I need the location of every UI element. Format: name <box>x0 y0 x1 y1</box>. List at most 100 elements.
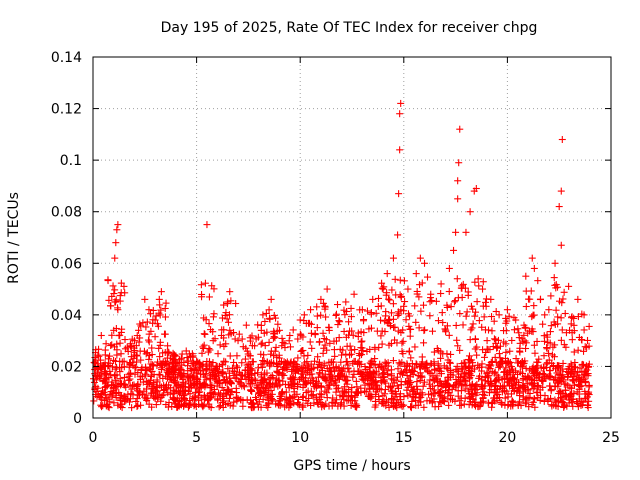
axis-ticks: 0 5 10 15 20 25 0 0.02 0.04 0.06 0.08 0.1 0.12 0.14 <box>51 50 620 446</box>
data-point <box>445 288 453 296</box>
data-point <box>367 310 375 318</box>
data-point <box>119 394 127 402</box>
data-point <box>427 290 435 298</box>
data-point <box>114 221 122 229</box>
data-point <box>225 394 233 402</box>
data-point <box>411 302 419 310</box>
data-point <box>156 371 164 379</box>
data-point <box>522 345 530 353</box>
data-point <box>265 390 273 398</box>
data-point <box>155 344 163 352</box>
data-point <box>156 353 164 361</box>
data-point <box>409 385 417 393</box>
data-points <box>90 99 593 412</box>
data-point <box>165 349 173 357</box>
data-point <box>263 369 271 377</box>
data-point <box>108 292 116 300</box>
data-point <box>161 313 169 321</box>
data-point <box>344 364 352 372</box>
data-point <box>249 358 257 366</box>
data-point <box>506 358 514 366</box>
data-point <box>223 315 231 323</box>
data-point <box>406 312 414 320</box>
data-point <box>184 357 192 365</box>
data-point <box>396 370 404 378</box>
data-point <box>536 296 544 304</box>
data-point <box>495 311 503 319</box>
data-point <box>555 390 563 398</box>
data-point <box>168 403 176 411</box>
data-point <box>554 283 562 291</box>
data-point <box>472 185 480 193</box>
data-point <box>222 340 230 348</box>
data-point <box>97 331 105 339</box>
data-point <box>110 372 118 380</box>
data-point <box>545 349 553 357</box>
data-point <box>351 346 359 354</box>
data-point <box>147 372 155 380</box>
data-point <box>99 377 107 385</box>
data-point <box>552 284 560 292</box>
data-point <box>343 307 351 315</box>
data-point <box>359 370 367 378</box>
data-point <box>458 360 466 368</box>
data-point <box>348 392 356 400</box>
data-point <box>560 403 568 411</box>
data-point <box>418 373 426 381</box>
data-point <box>550 274 558 282</box>
data-point <box>519 376 527 384</box>
data-point <box>518 383 526 391</box>
data-point <box>491 368 499 376</box>
data-point <box>354 333 362 341</box>
data-point <box>326 339 334 347</box>
data-point <box>450 298 458 306</box>
data-point <box>465 352 473 360</box>
data-point <box>272 314 280 322</box>
data-point <box>285 337 293 345</box>
data-point <box>499 384 507 392</box>
data-point <box>143 318 151 326</box>
data-point <box>257 350 265 358</box>
data-point <box>349 373 357 381</box>
data-point <box>287 397 295 405</box>
data-point <box>248 400 256 408</box>
x-tick-label: 5 <box>192 430 201 446</box>
data-point <box>479 278 487 286</box>
data-point <box>316 396 324 404</box>
data-point <box>304 351 312 359</box>
data-point <box>186 384 194 392</box>
data-point <box>549 343 557 351</box>
data-point <box>495 363 503 371</box>
data-point <box>225 311 233 319</box>
data-point <box>428 398 436 406</box>
data-point <box>445 331 453 339</box>
data-point <box>162 359 170 367</box>
data-point <box>342 373 350 381</box>
data-point <box>200 330 208 338</box>
data-point <box>530 395 538 403</box>
data-point <box>254 400 262 408</box>
data-point <box>233 352 241 360</box>
data-point <box>286 401 294 409</box>
data-point <box>399 350 407 358</box>
data-point <box>542 363 550 371</box>
data-point <box>112 239 120 247</box>
data-point <box>163 354 171 362</box>
data-point <box>278 334 286 342</box>
data-point <box>462 362 470 370</box>
data-point <box>228 387 236 395</box>
data-point <box>381 386 389 394</box>
data-point <box>471 345 479 353</box>
data-point <box>358 344 366 352</box>
data-point <box>116 292 124 300</box>
data-point <box>145 400 153 408</box>
data-point <box>500 338 508 346</box>
data-point <box>184 403 192 411</box>
data-point <box>528 379 536 387</box>
data-point <box>254 384 262 392</box>
data-point <box>190 393 198 401</box>
data-point <box>502 348 510 356</box>
data-point <box>230 398 238 406</box>
data-point <box>172 352 180 360</box>
data-point <box>112 376 120 384</box>
